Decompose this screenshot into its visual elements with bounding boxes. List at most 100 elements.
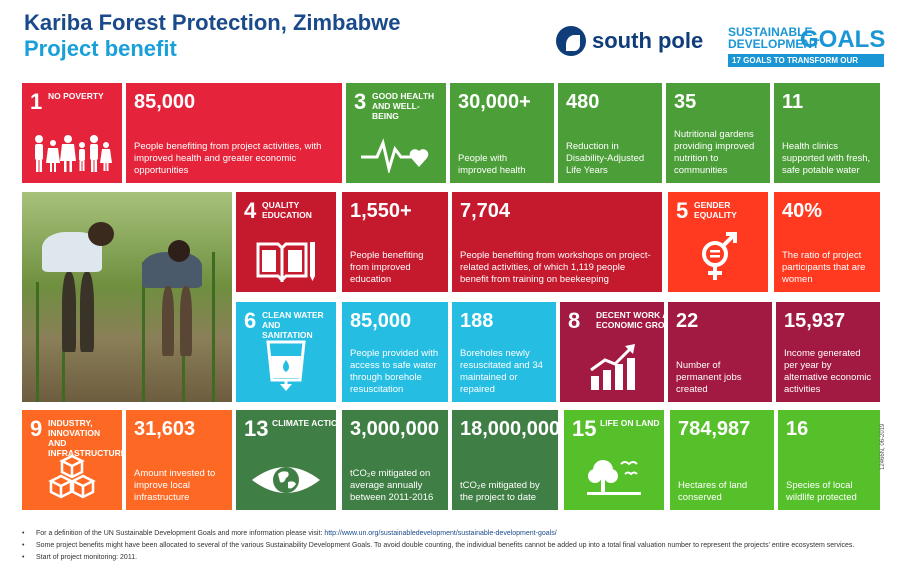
goal-number: 6	[244, 308, 257, 333]
eye-globe-icon	[252, 467, 320, 493]
document-code: 12466N, 06-2019	[880, 423, 886, 470]
stat-tile-gender: 40% The ratio of project participants th…	[774, 192, 880, 292]
page-title: Kariba Forest Protection, Zimbabwe	[24, 10, 401, 35]
goal-4-tile: 4 QUALITY EDUCATION	[236, 192, 336, 292]
growth-chart-icon	[590, 344, 635, 390]
sdg-logo-line1: SUSTAINABLE	[728, 25, 813, 39]
sdg-logo-goals: GOALS	[800, 26, 886, 53]
stat-tile-infrastructure: 31,603 Amount invested to improve local …	[126, 410, 232, 510]
goal-name: DECENT WORK AND ECONOMIC GROWTH	[596, 310, 664, 330]
stat-value: 784,987	[678, 418, 751, 440]
stat-value: 16	[786, 418, 809, 440]
stat-value: 85,000	[134, 91, 196, 113]
goal-name: INDUSTRY, INNOVATION AND INFRASTRUCTURE	[48, 418, 122, 458]
goal-number: 8	[568, 308, 581, 333]
goal-8-tile: 8 DECENT WORK AND ECONOMIC GROWTH	[560, 302, 664, 402]
stat-description: tCO₂e mitigated on average annually betw…	[350, 468, 434, 503]
goal-1-tile: 1 NO POVERTY	[22, 83, 122, 183]
south-pole-logo: south pole	[556, 26, 716, 62]
goal-name: GOOD HEALTH AND WELL-BEING	[372, 91, 435, 121]
stat-description: Nutritional gardens providing improved n…	[674, 129, 755, 176]
book-pencil-icon	[256, 242, 315, 282]
stat-tile-co2-total: 18,000,000+ tCO₂e mitigated by the proje…	[452, 410, 558, 510]
goal-number: 15	[572, 416, 597, 441]
stat-tile-workshops: 7,704 People benefiting from workshops o…	[452, 192, 662, 292]
heartbeat-icon	[361, 138, 429, 173]
goal-name: GENDER EQUALITY	[694, 200, 737, 220]
sdg-logo-line2: DEVELOPMENT	[728, 37, 820, 51]
gender-equality-icon	[702, 232, 737, 280]
stat-tile-co2-annual: 3,000,000 tCO₂e mitigated on average ann…	[342, 410, 448, 510]
goal-number: 4	[244, 198, 257, 223]
cubes-icon	[48, 454, 96, 499]
stat-tile-health-people: 30,000+ People with improved health	[450, 83, 554, 183]
goal-number: 5	[676, 198, 689, 223]
footnote-monitoring-start: Start of project monitoring: 2011.	[22, 552, 882, 564]
goal-number: 1	[30, 89, 43, 114]
field-workers-photo	[22, 192, 232, 402]
stat-description: Boreholes newly resuscitated and 34 main…	[460, 348, 543, 395]
stat-tile-boreholes: 188 Boreholes newly resuscitated and 34 …	[452, 302, 556, 402]
south-pole-icon	[556, 26, 586, 56]
stat-description: Species of local wildlife protected	[786, 480, 857, 503]
stat-tile-safe-water: 85,000 People provided with access to sa…	[342, 302, 448, 402]
stat-description: Amount invested to improve local infrast…	[134, 468, 216, 503]
stat-description: People provided with access to safe wate…	[350, 348, 439, 395]
stat-value: 188	[460, 310, 494, 332]
stat-value: 40%	[782, 200, 823, 222]
stat-value: 7,704	[460, 200, 511, 222]
un-sdg-link[interactable]: http://www.un.org/sustainabledevelopment…	[324, 530, 557, 537]
stat-description: tCO₂e mitigated by the project to date	[460, 480, 540, 503]
stat-tile-daly: 480 Reduction in Disability-Adjusted Lif…	[558, 83, 662, 183]
footnotes: For a definition of the UN Sustainable D…	[22, 528, 882, 564]
goal-name: CLIMATE ACTION	[272, 418, 336, 428]
footnote-double-counting: Some project benefits might have been al…	[22, 540, 882, 552]
stat-value: 3,000,000	[350, 418, 439, 440]
stat-value: 22	[676, 310, 699, 332]
stat-value: 1,550+	[350, 200, 412, 222]
stat-description: The ratio of project participants that a…	[782, 250, 866, 285]
goal-number: 9	[30, 416, 43, 441]
family-icon	[35, 135, 112, 172]
stat-tile-land: 784,987 Hectares of land conserved	[670, 410, 774, 510]
goal-name: NO POVERTY	[48, 91, 104, 101]
stat-value: 30,000+	[458, 91, 531, 113]
page-subtitle: Project benefit	[24, 36, 177, 61]
stat-description: Health clinics supported with fresh, saf…	[782, 141, 871, 176]
goal-name: CLEAN WATER AND SANITATION	[262, 310, 324, 340]
stat-description: Income generated per year by alternative…	[784, 348, 872, 395]
water-glass-icon	[266, 340, 306, 391]
goal-6-tile: 6 CLEAN WATER AND SANITATION	[236, 302, 336, 402]
stat-tile-clinics: 11 Health clinics supported with fresh, …	[774, 83, 880, 183]
south-pole-logo-text: south pole	[592, 28, 704, 53]
stat-value: 18,000,000+	[460, 418, 558, 440]
stat-description: Hectares of land conserved	[678, 480, 748, 503]
stat-value: 11	[782, 91, 804, 113]
stat-value: 31,603	[134, 418, 196, 440]
stat-tile-no-poverty: 85,000 People benefiting from project ac…	[126, 83, 342, 183]
stat-description: People benefiting from workshops on proj…	[460, 250, 651, 285]
goal-5-tile: 5 GENDER EQUALITY	[668, 192, 768, 292]
stat-description: Number of permanent jobs created	[676, 360, 742, 395]
goal-name: LIFE ON LAND	[600, 418, 660, 428]
tree-birds-icon	[587, 460, 641, 495]
goal-name: QUALITY EDUCATION	[262, 200, 312, 220]
stat-value: 35	[674, 91, 697, 113]
sdg-logo-tagline: 17 GOALS TO TRANSFORM OUR WORLD	[728, 54, 884, 78]
stat-tile-jobs: 22 Number of permanent jobs created	[668, 302, 772, 402]
stat-description: People with improved health	[458, 153, 526, 176]
stat-value: 15,937	[784, 310, 846, 332]
stat-description: Reduction in Disability-Adjusted Life Ye…	[566, 141, 645, 176]
stat-tile-income: 15,937 Income generated per year by alte…	[776, 302, 880, 402]
stat-description: People benefiting from improved educatio…	[350, 250, 424, 285]
sdg-logo: SUSTAINABLE DEVELOPMENT GOALS 17 GOALS T…	[728, 25, 888, 78]
goal-number: 3	[354, 89, 367, 114]
goal-13-tile: 13 CLIMATE ACTION	[236, 410, 336, 510]
stat-value: 480	[566, 91, 600, 113]
stat-tile-wildlife: 16 Species of local wildlife protected	[778, 410, 880, 510]
stat-tile-education: 1,550+ People benefiting from improved e…	[342, 192, 448, 292]
footnote-text: For a definition of the UN Sustainable D…	[36, 530, 325, 537]
goal-3-tile: 3 GOOD HEALTH AND WELL-BEING	[346, 83, 446, 183]
stat-tile-gardens: 35 Nutritional gardens providing improve…	[666, 83, 770, 183]
footnote-sdg-link: For a definition of the UN Sustainable D…	[22, 528, 882, 540]
